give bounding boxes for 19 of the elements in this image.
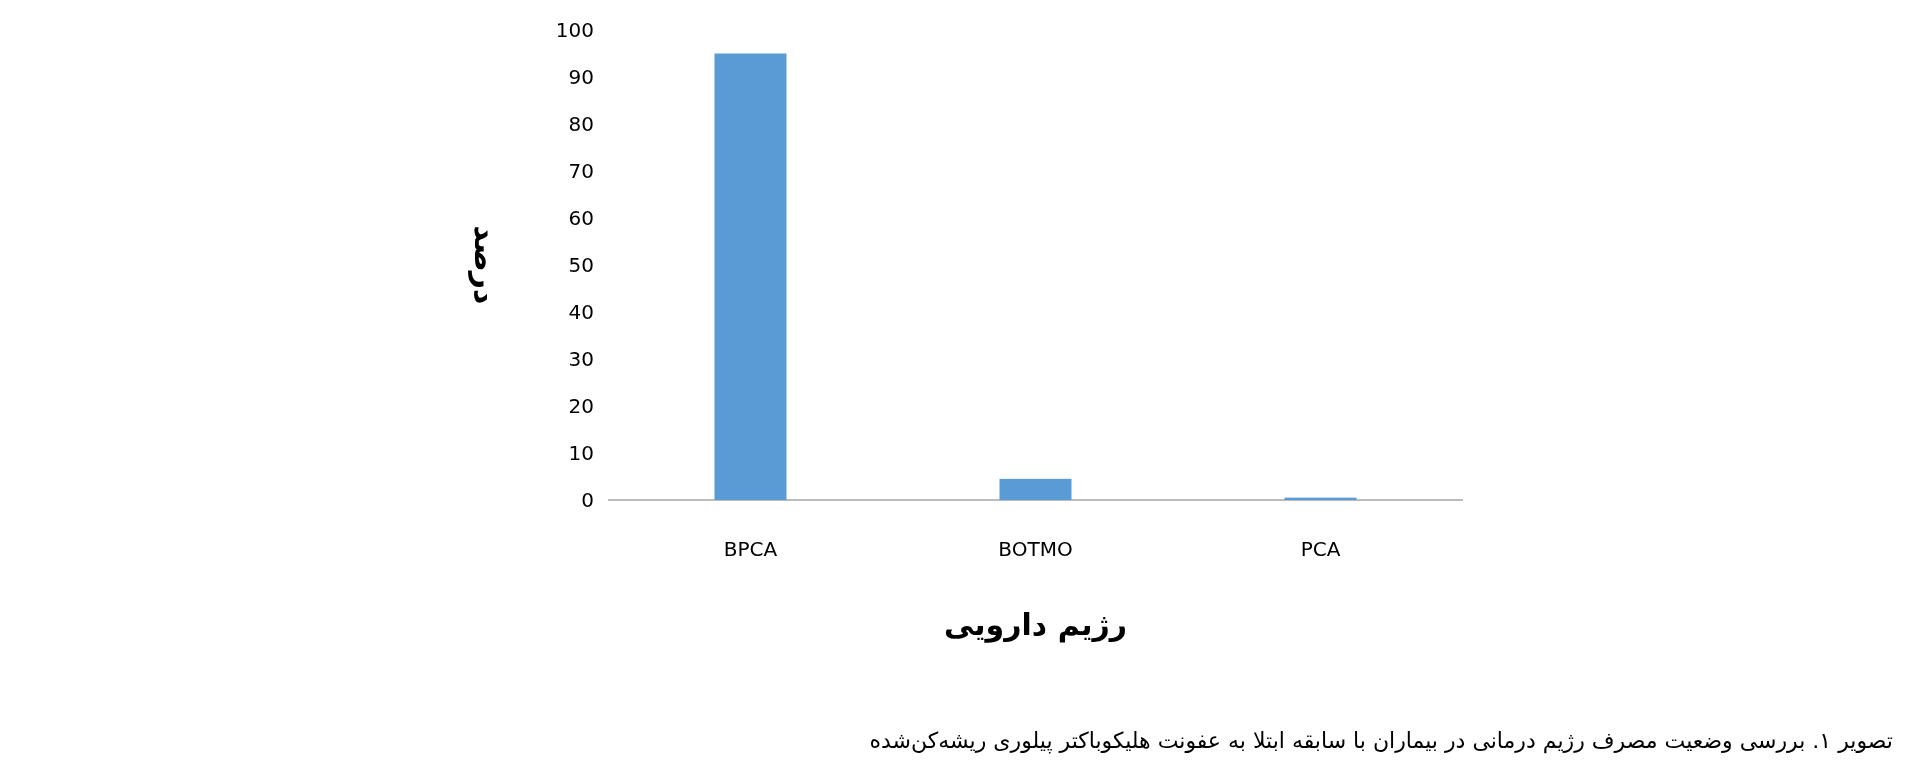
y-tick-label: 40 bbox=[568, 300, 594, 324]
y-tick-label: 60 bbox=[568, 206, 594, 230]
x-tick-label: BPCA bbox=[723, 537, 778, 561]
x-tick-label: PCA bbox=[1300, 537, 1341, 561]
bar bbox=[999, 478, 1072, 500]
x-axis-title: رژیم دارویی bbox=[944, 607, 1127, 643]
y-tick-label: 90 bbox=[568, 65, 594, 89]
text: تصویر ۱. بررسی وضعیت مصرف رژیم درمانی در بیماران با سابقه ابتلا به عفونت هلیکوباکتر پیلوری ریشه‌کن‌شده bbox=[869, 728, 1893, 754]
bar bbox=[714, 53, 787, 500]
y-axis-title: درصد bbox=[468, 225, 503, 305]
y-tick-label: 20 bbox=[568, 394, 594, 418]
y-tick-label: 50 bbox=[568, 253, 594, 277]
y-tick-label: 70 bbox=[568, 159, 594, 183]
y-tick-label: 10 bbox=[568, 441, 594, 465]
x-tick-label: BOTMO bbox=[998, 537, 1073, 561]
y-tick-label: 0 bbox=[581, 488, 594, 512]
y-tick-label: 80 bbox=[568, 112, 594, 136]
y-tick-label: 100 bbox=[555, 18, 594, 42]
y-tick-label: 30 bbox=[568, 347, 594, 371]
